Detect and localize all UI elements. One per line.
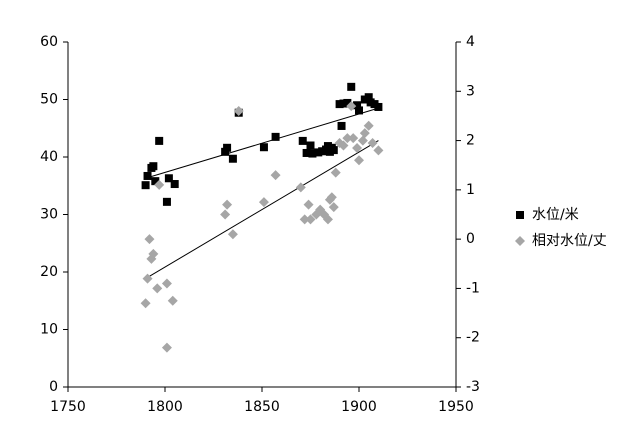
point [259, 143, 268, 152]
point [233, 106, 244, 116]
y-tick-label: 0 [49, 379, 58, 395]
point [342, 133, 353, 144]
point [305, 214, 316, 225]
point [222, 199, 233, 210]
point [164, 174, 173, 183]
y-tick-label: 30 [40, 207, 58, 223]
point [220, 209, 231, 220]
point [359, 128, 370, 139]
point [328, 202, 339, 213]
point [151, 177, 160, 186]
legend-marker [515, 236, 525, 246]
trendline [145, 107, 379, 179]
x-tick-label: 1900 [341, 399, 377, 415]
point [148, 248, 159, 259]
point [162, 197, 171, 206]
y2-tick-label: 0 [466, 231, 475, 247]
point [326, 192, 337, 203]
x-tick-label: 1800 [147, 399, 183, 415]
point [330, 167, 341, 178]
point [161, 278, 172, 289]
point [270, 170, 281, 181]
point [357, 135, 368, 146]
point [170, 180, 179, 189]
y2-tick-label: -1 [466, 280, 480, 296]
point [353, 101, 362, 110]
point [228, 154, 237, 163]
point [141, 181, 150, 190]
y2-tick-label: 1 [466, 182, 475, 198]
point [374, 102, 383, 111]
legend-marker [516, 211, 524, 219]
y2-tick-label: 4 [466, 34, 475, 50]
point [149, 162, 158, 171]
point [354, 155, 364, 166]
y-tick-label: 60 [40, 34, 58, 50]
point [167, 295, 178, 306]
point [373, 145, 384, 156]
point [227, 229, 238, 240]
point [152, 283, 163, 294]
y-tick-label: 50 [40, 92, 58, 108]
trendline [145, 140, 379, 280]
point [306, 141, 315, 150]
point [271, 132, 280, 141]
point [295, 182, 306, 193]
point [329, 146, 338, 155]
x-tick-label: 1850 [244, 399, 280, 415]
point [144, 234, 155, 245]
point [367, 138, 378, 149]
point [364, 93, 373, 102]
point [352, 142, 363, 153]
point [355, 106, 363, 115]
point [343, 98, 352, 107]
point [299, 214, 310, 225]
point [221, 147, 230, 156]
legend-label: 相对水位/丈 [532, 233, 607, 249]
point [142, 273, 153, 284]
y-tick-label: 10 [40, 322, 58, 338]
point [143, 171, 152, 180]
point [155, 136, 164, 145]
point [258, 197, 269, 208]
y-tick-label: 20 [40, 264, 58, 280]
x-tick-label: 1950 [438, 399, 474, 415]
point [302, 148, 311, 157]
y2-tick-label: -2 [466, 330, 480, 346]
y2-tick-label: -3 [466, 379, 480, 395]
point [322, 214, 333, 225]
legend-label: 水位/米 [532, 207, 579, 223]
y2-tick-label: 2 [466, 133, 475, 149]
y2-tick-label: 3 [466, 83, 475, 99]
y-tick-label: 40 [40, 149, 58, 165]
point [338, 140, 349, 151]
point [140, 298, 151, 309]
point [303, 199, 314, 210]
point [298, 136, 307, 145]
point [363, 120, 374, 131]
point [154, 179, 165, 190]
point [223, 143, 232, 152]
point [348, 133, 359, 144]
point [161, 342, 172, 353]
point [347, 82, 356, 91]
point [337, 121, 346, 130]
point [308, 149, 317, 158]
point [346, 101, 357, 112]
x-tick-label: 1750 [50, 399, 86, 415]
